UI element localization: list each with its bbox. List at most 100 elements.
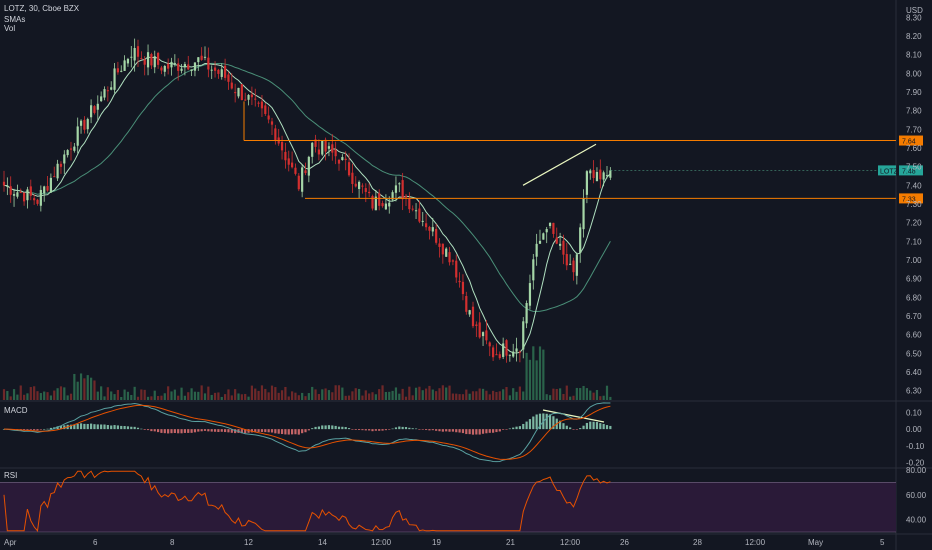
macd-histogram-bar (167, 429, 170, 434)
volume-legend[interactable]: Vol (4, 24, 15, 33)
volume-bar (368, 393, 371, 400)
candle-body (9, 186, 12, 195)
candle (103, 86, 106, 101)
candle-body (404, 196, 408, 198)
candle-body (66, 150, 69, 156)
candle (455, 254, 458, 283)
volume-bar (388, 391, 391, 400)
macd-histogram-bar (170, 429, 173, 434)
price-tick-label: 7.90 (906, 88, 922, 97)
candle (575, 252, 578, 285)
macd-histogram-bar (324, 425, 327, 430)
volume-bar (528, 359, 532, 400)
candle-body (518, 351, 521, 353)
candles (2, 38, 612, 363)
macd-histogram-bar (441, 429, 444, 432)
volume-bar (585, 388, 588, 400)
volume-bar (301, 392, 304, 400)
rsi-tick-label: 60.00 (906, 491, 927, 500)
macd-histogram-bar (284, 429, 287, 435)
sma-slow-line (3, 62, 611, 313)
volume-bar (538, 346, 542, 400)
candle-body (522, 321, 525, 350)
volume-bar (146, 396, 150, 400)
candle (364, 183, 367, 203)
volume-bar (468, 393, 471, 400)
macd-histogram-bar (123, 425, 126, 430)
macd-histogram-bar (26, 429, 29, 430)
candle (515, 337, 518, 362)
volume-bar (197, 391, 200, 400)
candle (110, 81, 113, 91)
candle-body (230, 82, 233, 89)
volume-bar (465, 389, 468, 400)
volume-bar (378, 389, 381, 400)
candle (371, 194, 374, 211)
candle-body (401, 180, 404, 200)
rsi-label[interactable]: RSI (4, 471, 17, 480)
candle (140, 51, 143, 60)
candle-body (428, 226, 431, 231)
candle-body (291, 162, 294, 168)
volume-bar (401, 388, 404, 400)
volume-bar (33, 386, 36, 400)
candle-body (565, 253, 568, 266)
symbol-title[interactable]: LOTZ, 30, Cboe BZX (4, 4, 80, 13)
volume-bar (471, 391, 475, 400)
candle (605, 165, 609, 179)
candle-body (478, 322, 481, 338)
candle (324, 137, 327, 161)
volume-bar (183, 395, 186, 400)
macd-histogram-bar (36, 429, 39, 431)
candle-body (6, 185, 9, 187)
volume-bar (123, 389, 126, 400)
macd-histogram-bar (217, 429, 220, 433)
macd-label[interactable]: MACD (4, 406, 28, 415)
currency-label[interactable]: USD (906, 6, 923, 15)
candle-body (512, 351, 515, 357)
candle-body (257, 102, 260, 104)
macd-histogram-bar (173, 429, 176, 434)
macd-histogram-bar (116, 425, 119, 430)
volume-bar (203, 393, 207, 400)
macd-histogram-bar (143, 429, 146, 430)
macd-histogram-bar (364, 429, 367, 431)
volume-bar (371, 392, 374, 400)
candle (542, 232, 545, 240)
volume-bar (582, 385, 585, 400)
time-axis[interactable]: Apr 6 8 12 14 12:00 19 21 12:00 26 28 12:00 May 5 (4, 538, 885, 547)
price-tick-label: 7.30 (906, 200, 922, 209)
candle (63, 150, 66, 175)
price-tick-label: 7.40 (906, 181, 922, 190)
volume-bar (485, 390, 488, 400)
macd-histogram-bar (163, 429, 166, 434)
candle-body (532, 259, 535, 281)
volume-bar (455, 393, 458, 400)
candle (425, 213, 428, 231)
candle (508, 354, 511, 362)
candle-body (287, 158, 290, 165)
price-tick-label: 7.00 (906, 256, 922, 265)
volume-bar (140, 389, 143, 400)
candle (485, 320, 488, 345)
volume-bar (264, 388, 267, 400)
candle-body (354, 183, 357, 187)
candle (244, 92, 247, 101)
macd-histogram-bar (83, 423, 86, 430)
volume-bar (297, 395, 300, 400)
macd-histogram-bar (294, 429, 297, 435)
candle (136, 39, 140, 68)
sma-legend[interactable]: SMAs (4, 15, 25, 24)
candle-body (495, 354, 498, 356)
candle (297, 173, 300, 192)
candle (146, 44, 150, 76)
candle (555, 227, 558, 245)
volume-bar (224, 394, 227, 400)
candle-body (213, 67, 217, 71)
macd-histogram-bar (63, 425, 66, 430)
macd-histogram-bar (492, 429, 495, 433)
candle-body (418, 208, 421, 222)
macd-histogram-bar (203, 429, 207, 431)
price-axis[interactable]: 8.30 8.20 8.10 8.00 7.90 7.80 7.70 7.60 7.50 7.40… (906, 13, 927, 524)
candle (126, 57, 130, 67)
